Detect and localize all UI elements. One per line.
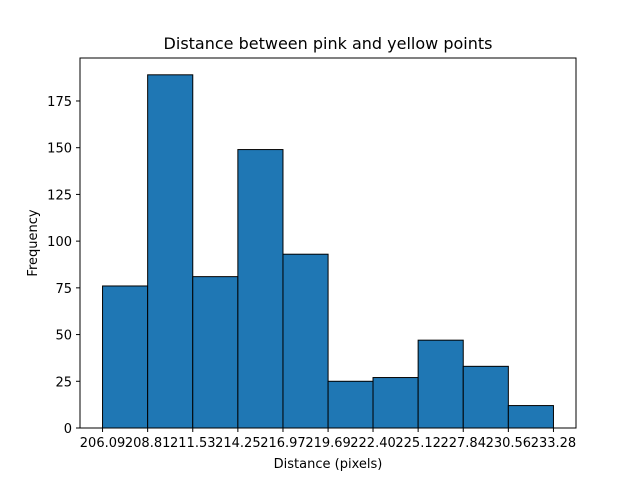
histogram-bar: [237, 149, 284, 429]
x-tick-label: 222.40: [350, 436, 396, 451]
y-tick-label: 100: [47, 235, 72, 250]
x-tick-label: 227.84: [440, 436, 486, 451]
y-tick-label: 150: [47, 142, 72, 157]
x-tick-label: 233.28: [531, 436, 577, 451]
x-tick-label: 216.97: [260, 436, 306, 451]
y-tick-label: 25: [55, 375, 72, 390]
y-tick-label: 125: [47, 188, 72, 203]
chart-title: Distance between pink and yellow points: [164, 34, 493, 53]
y-tick-label: 175: [47, 95, 72, 110]
y-tick-label: 75: [55, 282, 72, 297]
histogram-bar: [102, 285, 149, 429]
histogram-bar: [462, 365, 509, 429]
histogram-bar: [327, 380, 374, 429]
x-ticks-group: 206.09 208.81 211.53 214.25 216.97 219.69 222.…: [80, 428, 576, 451]
x-tick-label: 208.81: [125, 436, 171, 451]
x-tick-label: 214.25: [215, 436, 261, 451]
histogram-bar: [507, 405, 554, 429]
histogram-bar: [417, 339, 464, 429]
x-tick-label: 230.56: [486, 436, 532, 451]
histogram-bar: [372, 377, 419, 429]
y-tick-label: 0: [64, 422, 72, 437]
bars-group: [102, 74, 554, 429]
histogram-bar: [192, 276, 239, 429]
y-ticks-group: 0 25 50 75 100 125 150 175: [47, 95, 80, 437]
y-tick-label: 50: [55, 329, 72, 344]
x-axis-label: Distance (pixels): [274, 457, 383, 472]
y-axis-label: Frequency: [26, 209, 41, 276]
histogram-bar: [282, 253, 329, 429]
x-tick-label: 206.09: [80, 436, 126, 451]
histogram-bar: [147, 74, 194, 429]
x-tick-label: 225.12: [395, 436, 441, 451]
x-tick-label: 211.53: [170, 436, 216, 451]
plot-frame: [79, 57, 577, 429]
x-tick-label: 219.69: [305, 436, 351, 451]
